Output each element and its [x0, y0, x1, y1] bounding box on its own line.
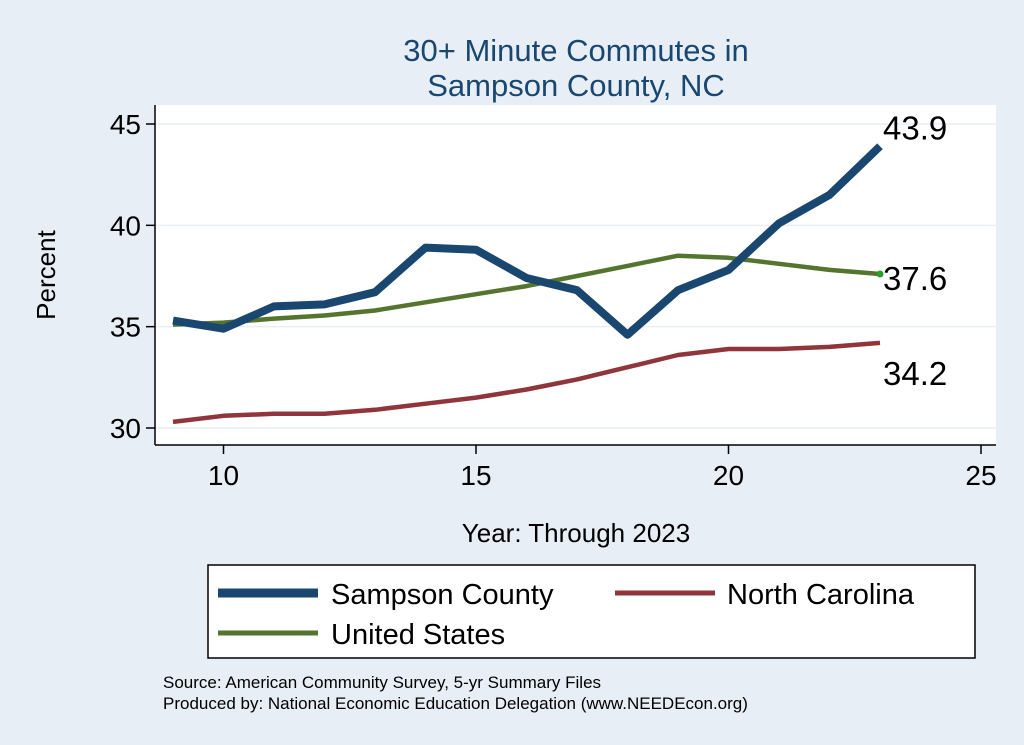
chart-title-line-2: Sampson County, NC — [427, 68, 725, 103]
x-axis-title: Year: Through 2023 — [462, 518, 690, 548]
series-lines — [172, 143, 884, 425]
series-line-north-carolina — [172, 340, 881, 425]
legend-label-north-carolina: North Carolina — [727, 579, 915, 611]
chart-title-line-1: 30+ Minute Commutes in — [403, 33, 748, 68]
x-tick-label-10: 10 — [208, 460, 239, 491]
series-line-united-states — [172, 253, 881, 327]
y-tick-label-40: 40 — [110, 210, 141, 241]
source-note: Source: American Community Survey, 5-yr … — [163, 673, 601, 692]
x-tick-label-25: 25 — [965, 460, 996, 491]
y-tick-label-45: 45 — [110, 109, 141, 140]
end-labels: 43.9 34.2 37.6 — [883, 109, 947, 392]
y-tick-label-35: 35 — [110, 312, 141, 343]
legend: Sampson County North Carolina United Sta… — [207, 564, 976, 659]
y-tick-label-30: 30 — [110, 413, 141, 444]
x-tick-label-15: 15 — [460, 460, 491, 491]
producer-note: Produced by: National Economic Education… — [163, 694, 748, 713]
end-label-north-carolina: 34.2 — [883, 355, 947, 392]
series-line-sampson-county — [172, 143, 883, 339]
x-tick-label-20: 20 — [713, 460, 744, 491]
us-end-marker — [876, 270, 884, 278]
legend-label-united-states: United States — [331, 619, 505, 651]
y-axis-title: Percent — [31, 229, 61, 319]
end-label-united-states: 37.6 — [883, 260, 947, 297]
axes: 30 35 40 45 10 15 20 25 — [110, 105, 997, 491]
legend-label-sampson-county: Sampson County — [331, 579, 554, 611]
gridlines — [155, 123, 996, 429]
legend-box — [207, 564, 976, 659]
end-label-sampson-county: 43.9 — [883, 109, 947, 146]
